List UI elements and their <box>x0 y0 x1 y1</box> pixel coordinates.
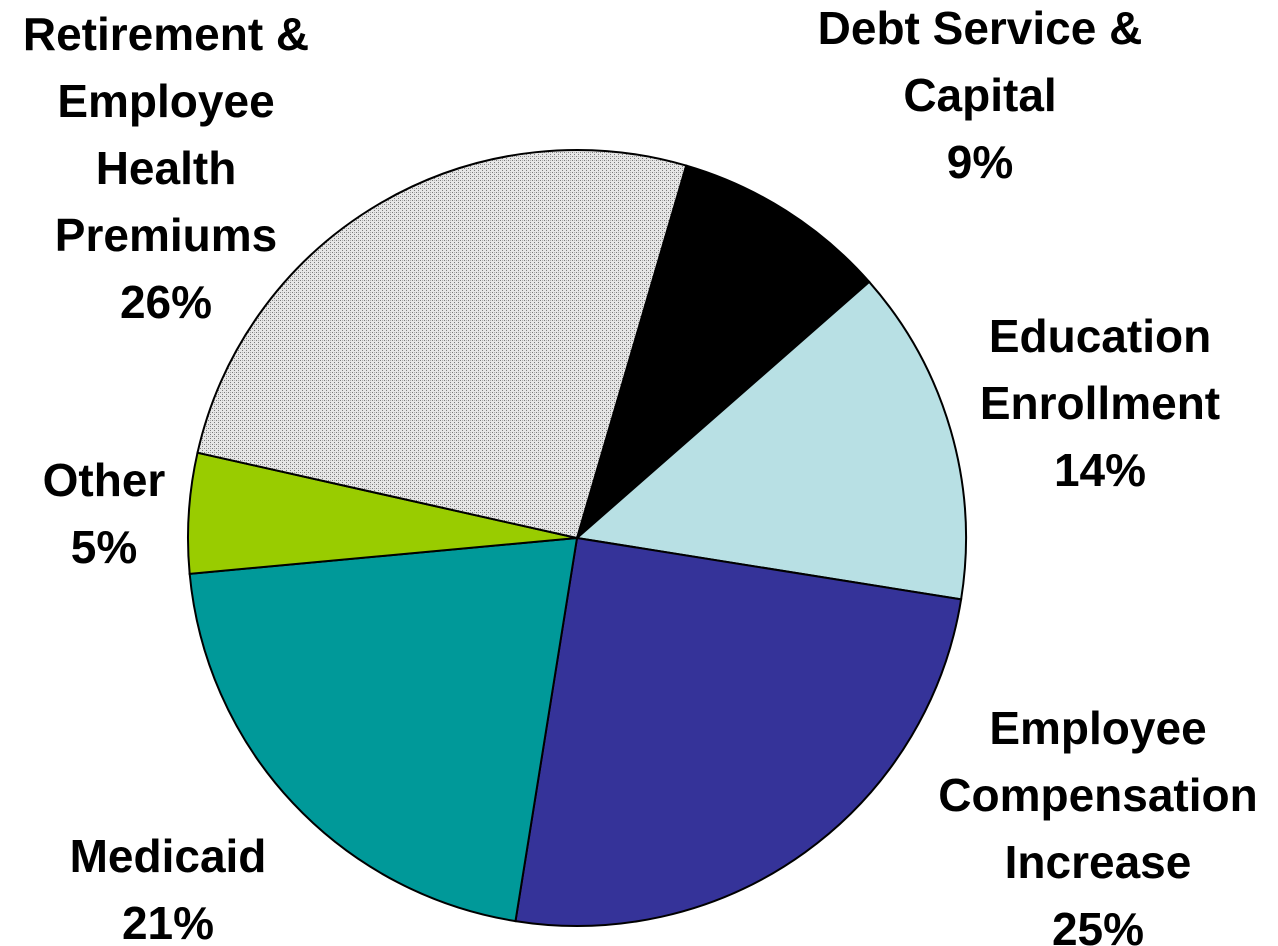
slice-value-label: 25% <box>1052 903 1144 946</box>
slice-value-label: 5% <box>71 521 137 573</box>
pie-slices <box>187 149 967 927</box>
pie-slice-2 <box>514 536 963 927</box>
pie-slice-3 <box>188 536 579 923</box>
slice-label-4: Other 5% <box>43 454 166 573</box>
slice-name-line: Health <box>96 142 237 194</box>
slice-value-label: 26% <box>120 276 212 328</box>
slice-value-label: 21% <box>122 897 214 946</box>
slice-name-line: Education <box>989 310 1211 362</box>
slice-name-line: Medicaid <box>70 830 267 882</box>
slice-labels: Debt Service & Capital 9% Education Enrollme… <box>23 2 1258 946</box>
pie-slice-1 <box>574 280 967 601</box>
pie-slice-5 <box>196 149 688 540</box>
slice-name-line: Premiums <box>55 209 277 261</box>
pie-slice-0 <box>575 164 871 542</box>
slice-label-1: Education Enrollment 14% <box>980 310 1220 496</box>
slice-label-2: Employee Compensation Increase 25% <box>938 702 1257 946</box>
slice-name-line: Other <box>43 454 166 506</box>
slice-name-line: Debt Service & <box>818 2 1143 54</box>
slice-label-3: Medicaid 21% <box>70 830 267 946</box>
slice-label-5: Retirement & Employee Health Premiums 26% <box>23 8 309 328</box>
slice-name-line: Retirement & <box>23 8 309 60</box>
slice-name-line: Enrollment <box>980 377 1220 429</box>
slice-label-0: Debt Service & Capital 9% <box>818 2 1143 188</box>
slice-name-line: Employee <box>989 702 1206 754</box>
slice-value-label: 9% <box>947 136 1013 188</box>
slice-name-line: Compensation <box>938 769 1257 821</box>
slice-name-line: Employee <box>57 75 274 127</box>
slice-name-line: Increase <box>1005 836 1192 888</box>
slice-name-line: Capital <box>903 69 1056 121</box>
slice-value-label: 14% <box>1054 444 1146 496</box>
